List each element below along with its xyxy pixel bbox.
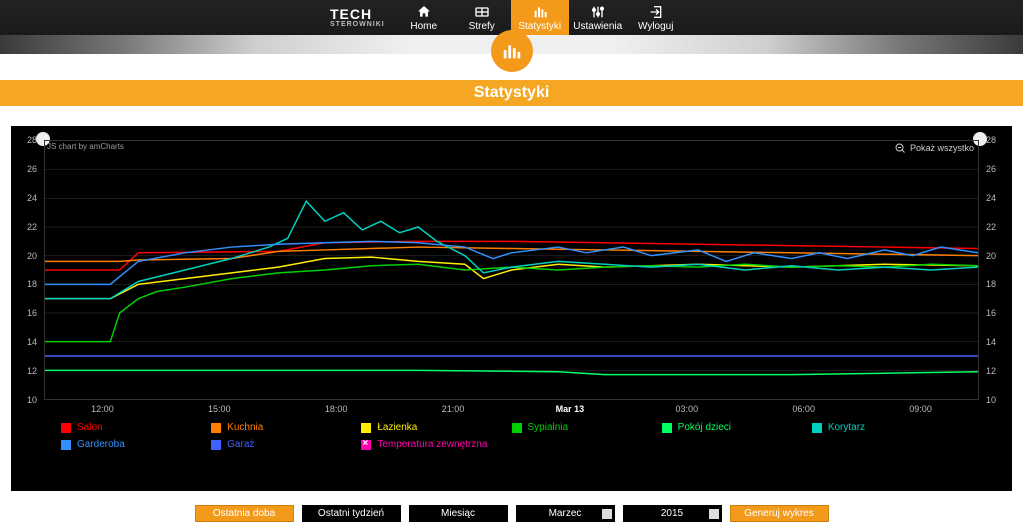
page-title: Statystyki bbox=[0, 80, 1023, 106]
legend-item[interactable]: Garderoba bbox=[61, 439, 211, 450]
legend-item[interactable]: Sypialnia bbox=[512, 422, 662, 433]
last-day-button[interactable]: Ostatnia doba bbox=[195, 505, 294, 522]
month-select[interactable]: Marzec bbox=[516, 505, 615, 522]
legend-item[interactable]: Salon bbox=[61, 422, 211, 433]
nav-logout[interactable]: Wyloguj bbox=[627, 0, 685, 35]
chart-plot-area bbox=[44, 140, 979, 400]
legend-item[interactable]: ×Temperatura zewnętrzna bbox=[361, 439, 511, 450]
nav-settings-label: Ustawienia bbox=[573, 21, 622, 32]
legend-item[interactable]: Łazienka bbox=[361, 422, 511, 433]
stats-badge-icon bbox=[491, 30, 533, 72]
chart-container: JS chart by amCharts Pokaż wszystko 1010… bbox=[11, 126, 1012, 491]
year-select[interactable]: 2015 bbox=[623, 505, 722, 522]
nav-settings[interactable]: Ustawienia bbox=[569, 0, 627, 35]
month-button[interactable]: Miesiąc bbox=[409, 505, 508, 522]
nav-home-label: Home bbox=[410, 21, 437, 32]
nav-zones-label: Strefy bbox=[469, 21, 495, 32]
chart-legend: SalonKuchniaŁazienkaSypialniaPokój dziec… bbox=[11, 422, 1012, 450]
legend-item[interactable]: Korytarz bbox=[812, 422, 962, 433]
nav-home[interactable]: Home bbox=[395, 0, 453, 35]
last-week-button[interactable]: Ostatni tydzień bbox=[302, 505, 401, 522]
nav-logout-label: Wyloguj bbox=[638, 21, 673, 32]
legend-item[interactable]: Kuchnia bbox=[211, 422, 361, 433]
nav-stats-label: Statystyki bbox=[518, 21, 561, 32]
brand-logo: TECH STEROWNIKI bbox=[330, 0, 395, 35]
legend-item[interactable]: Pokój dzieci bbox=[662, 422, 812, 433]
nav-zones[interactable]: Strefy bbox=[453, 0, 511, 35]
generate-button[interactable]: Generuj wykres bbox=[730, 505, 829, 522]
legend-item[interactable]: Garaż bbox=[211, 439, 361, 450]
nav-stats[interactable]: Statystyki bbox=[511, 0, 569, 35]
